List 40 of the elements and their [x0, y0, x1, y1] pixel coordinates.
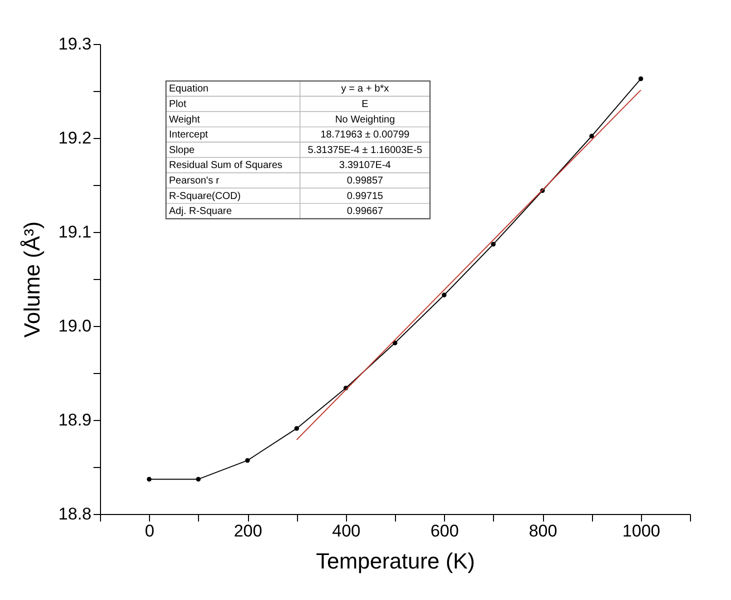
x-axis-title: Temperature (K): [316, 548, 475, 574]
y-tick-label: 19.2: [58, 128, 92, 148]
y-tick-label: 18.8: [58, 504, 92, 524]
annotation: No Weighting: [335, 114, 395, 126]
annotation: Residual Sum of Squares: [169, 160, 282, 172]
y-tick-label: 19.3: [58, 34, 92, 54]
x-tick-label: 400: [332, 522, 361, 540]
point: [589, 134, 594, 138]
annotation: 0.99857: [346, 175, 384, 186]
annotation: 0.99667: [346, 206, 384, 218]
y-axis-title: Volume (Å³): [19, 221, 44, 338]
y-tick-label: 18.9: [58, 410, 92, 430]
annotation: R-Square(COD): [169, 190, 241, 202]
point: [245, 458, 250, 463]
annotation: Pearson's r: [169, 175, 220, 186]
point: [442, 292, 447, 298]
annotation: Adj. R-Square: [169, 206, 232, 218]
point: [638, 76, 644, 82]
x-tick-label: 600: [430, 522, 459, 540]
annotation: Weight: [169, 114, 200, 126]
annotation: E: [362, 98, 369, 110]
point: [196, 476, 201, 482]
point: [294, 426, 300, 431]
annotation: Plot: [169, 98, 186, 110]
annotation: Slope: [169, 144, 196, 156]
y-tick-label: 19.1: [58, 222, 92, 242]
x-tick-label: 0: [144, 522, 154, 540]
point: [146, 476, 152, 482]
annotation: 5.31375E-4 ± 1.16003E-5: [308, 144, 423, 156]
x-tick-label: 800: [528, 522, 558, 540]
annotation: y = a + b*x: [341, 84, 389, 95]
annotation: Intercept: [169, 130, 208, 141]
annotation: 3.39107E-4: [339, 160, 392, 172]
annotation: Equation: [169, 84, 208, 95]
x-tick-label: 200: [234, 522, 262, 540]
x-tick-label: 1000: [622, 522, 660, 540]
annotation: 18.71963 ± 0.00799: [320, 130, 410, 141]
point: [490, 242, 496, 247]
y-tick-label: 19.0: [58, 316, 92, 336]
annotation: 0.99715: [346, 190, 384, 202]
